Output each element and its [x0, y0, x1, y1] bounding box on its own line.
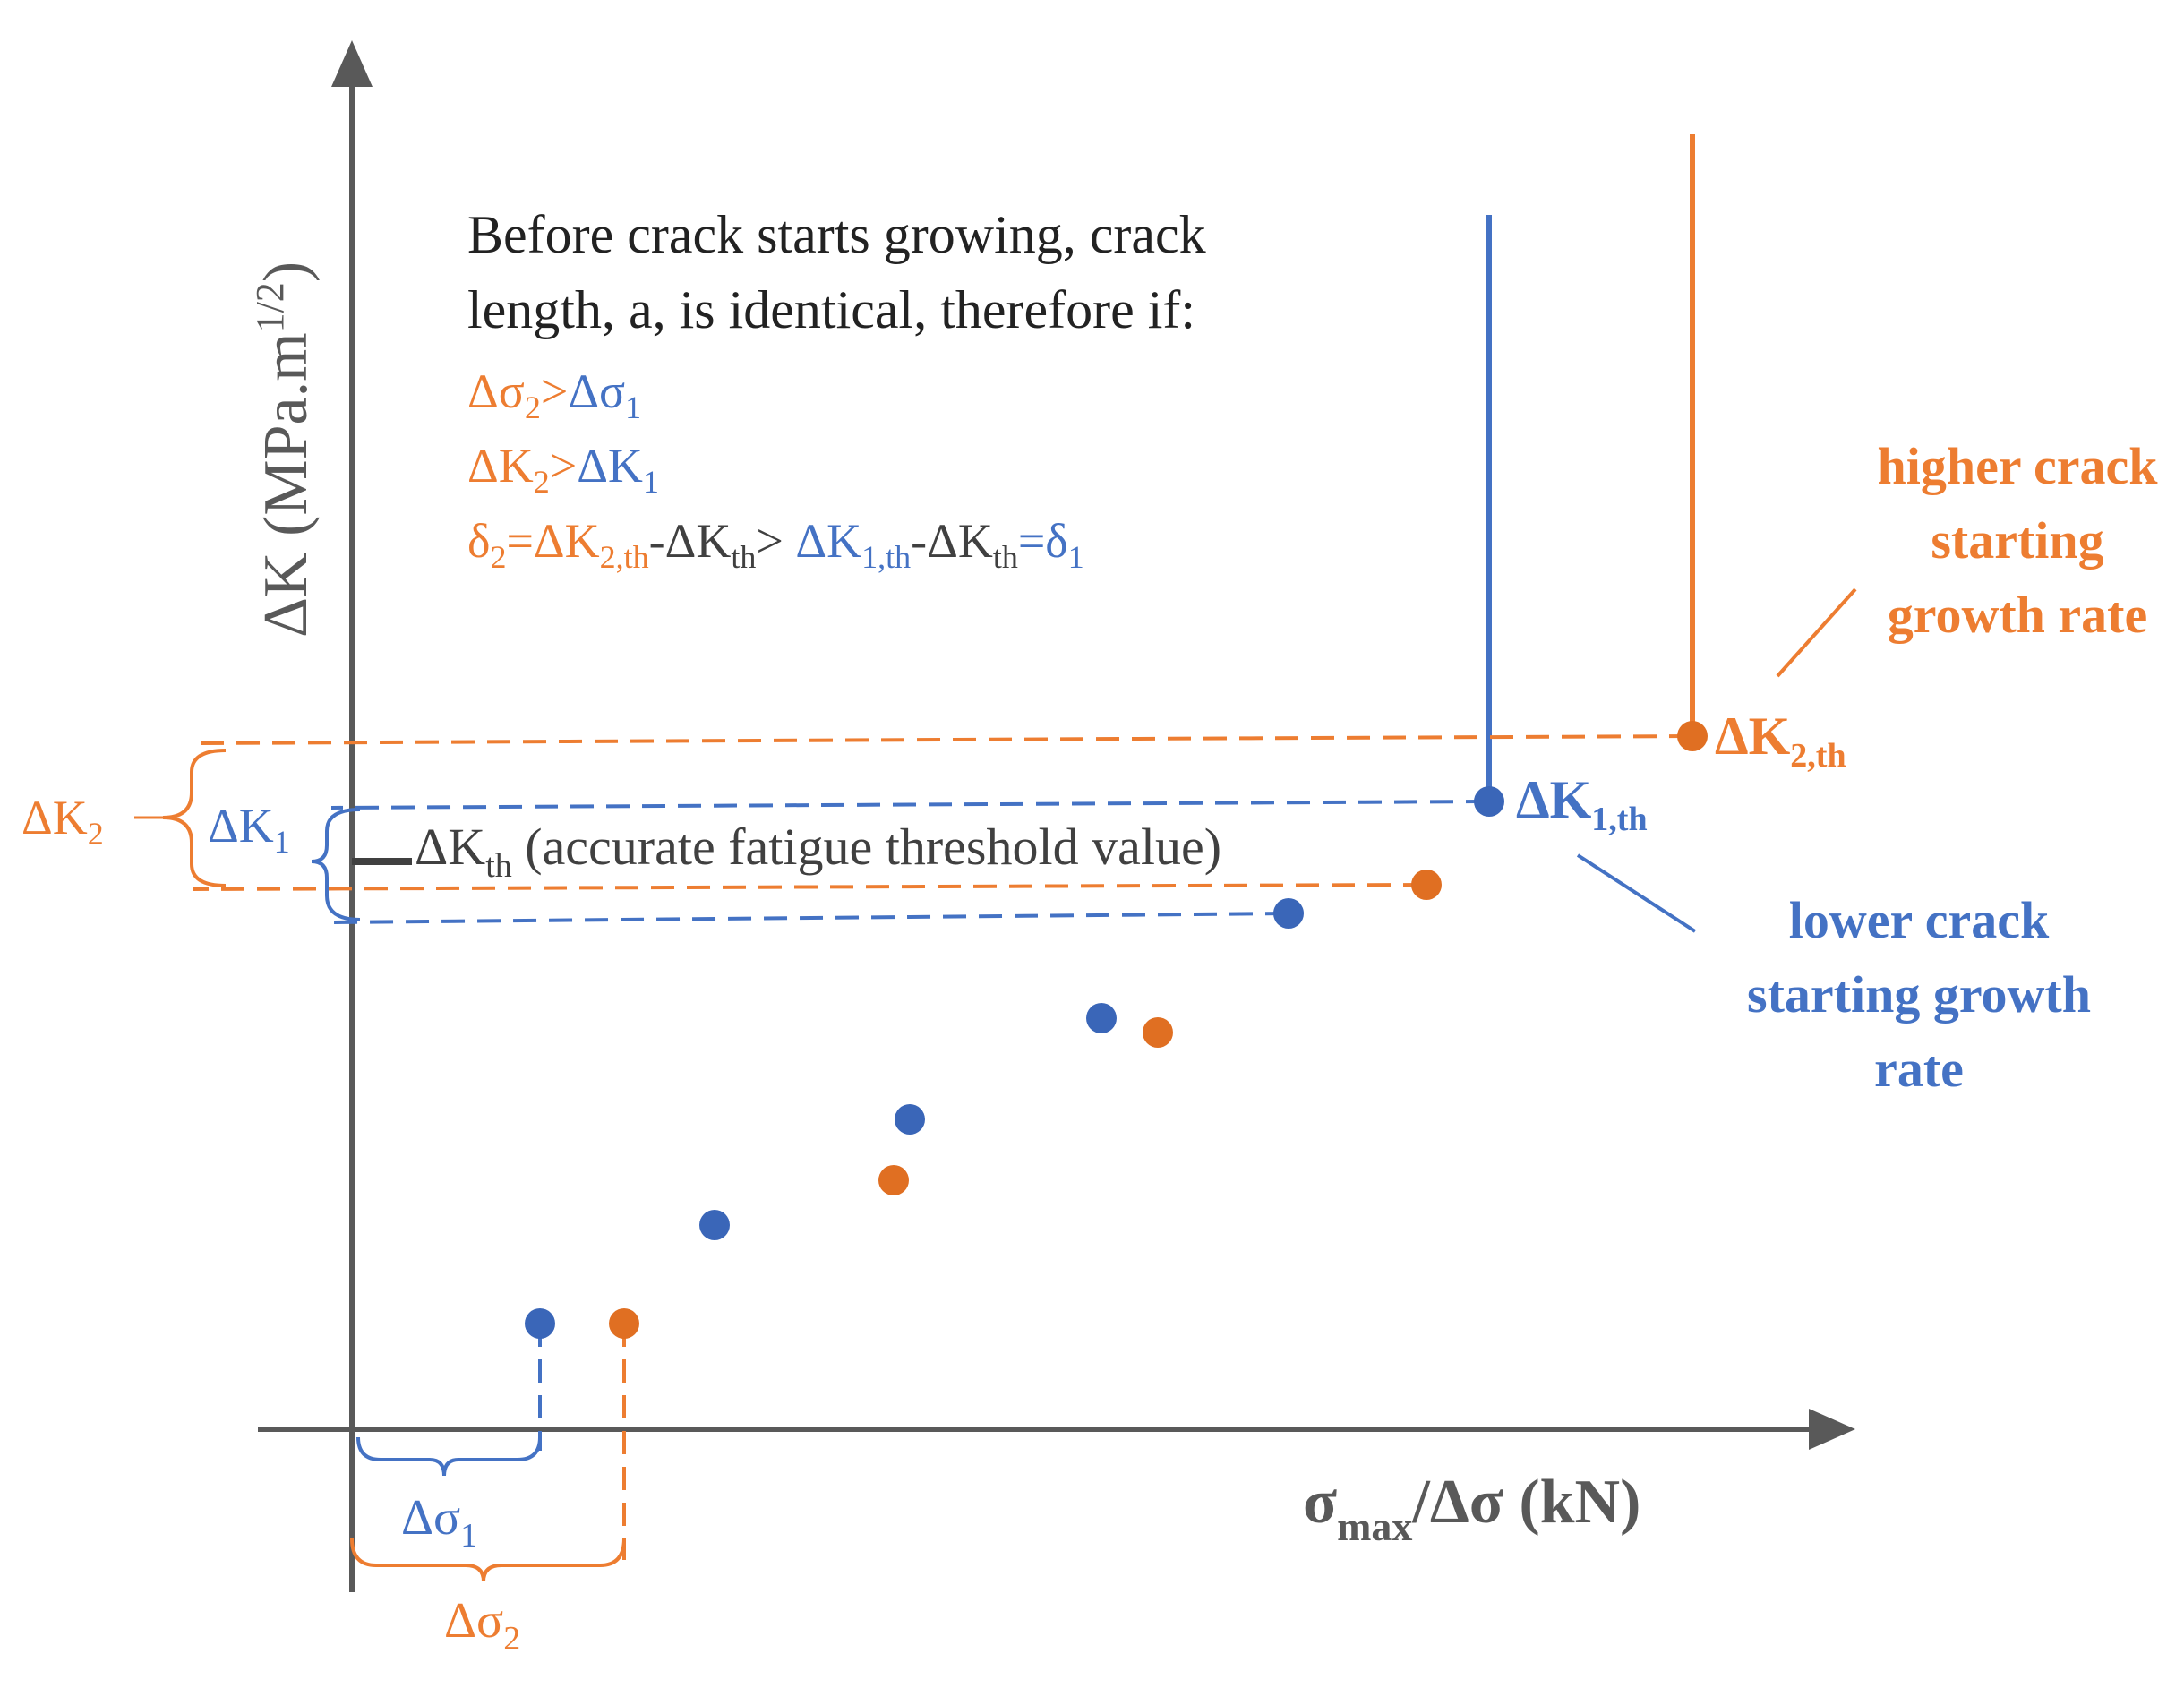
note-line-2: length, a, is identical, therefore if: — [467, 280, 1195, 339]
note-delta-relation: δ2=ΔK2,th-ΔKth> ΔK1,th-ΔKth=δ1 — [467, 514, 1084, 575]
dk1-label: ΔK1 — [208, 799, 290, 860]
orange-point-4 — [1411, 870, 1442, 900]
blue-point-5 — [1273, 898, 1304, 929]
y-axis-arrowhead — [331, 40, 373, 87]
blue-point-2 — [699, 1210, 730, 1240]
dk2-label: ΔK2 — [21, 791, 104, 852]
svg-text:lower crack: lower crack — [1789, 891, 2050, 949]
lower-rate-annotation: lower crack starting growth rate — [1747, 891, 2091, 1098]
x-axis-label: σmax/Δσ (kN) — [1303, 1468, 1640, 1549]
dashed-guides — [192, 734, 1693, 1560]
orange-upper-dashed — [192, 734, 1693, 745]
blue-point-1 — [525, 1308, 555, 1339]
blue-points — [525, 786, 1504, 1339]
blue-point-4 — [1086, 1003, 1117, 1033]
blue-point-3 — [895, 1104, 925, 1135]
blue-lower-dashed — [330, 912, 1289, 924]
svg-text:rate: rate — [1874, 1040, 1964, 1098]
note-dk-relation: ΔK2>ΔK1 — [467, 439, 659, 500]
orange-point-1 — [609, 1308, 639, 1339]
x-axis-arrowhead — [1809, 1409, 1855, 1450]
y-axis-label: ΔK (MPa.m1/2) — [248, 261, 321, 638]
dk2th-label: ΔK2,th — [1715, 707, 1846, 775]
orange-point-2 — [878, 1165, 909, 1195]
orange-point-3 — [1143, 1017, 1173, 1048]
axes — [258, 40, 1855, 1592]
dkth-label: ΔKth (accurate fatigue threshold value) — [415, 818, 1221, 885]
blue-upper-dashed — [330, 800, 1490, 810]
svg-text:starting growth: starting growth — [1747, 965, 2091, 1024]
higher-rate-leader — [1776, 587, 1857, 678]
svg-text:growth rate: growth rate — [1888, 586, 2147, 644]
ds2-label: Δσ2 — [444, 1593, 520, 1658]
blue-point-6 — [1474, 786, 1504, 817]
note-stress-relation: Δσ2>Δσ1 — [467, 364, 641, 425]
dk1-brace — [311, 808, 361, 921]
orange-points — [609, 721, 1708, 1339]
orange-lower-dashed — [192, 883, 1427, 891]
orange-point-5 — [1677, 721, 1708, 751]
note-line-1: Before crack starts growing, crack — [467, 205, 1206, 264]
lower-rate-leader — [1576, 853, 1697, 933]
higher-rate-annotation: higher crack starting growth rate — [1877, 437, 2158, 644]
svg-text:higher crack: higher crack — [1877, 437, 2158, 495]
svg-text:starting: starting — [1931, 511, 2103, 570]
ds1-brace — [356, 1436, 542, 1477]
explanation-note: Before crack starts growing, crack lengt… — [467, 205, 1206, 575]
ds1-label: Δσ1 — [401, 1490, 477, 1555]
dk1th-label: ΔK1,th — [1516, 770, 1648, 838]
ds2-brace — [350, 1538, 626, 1582]
